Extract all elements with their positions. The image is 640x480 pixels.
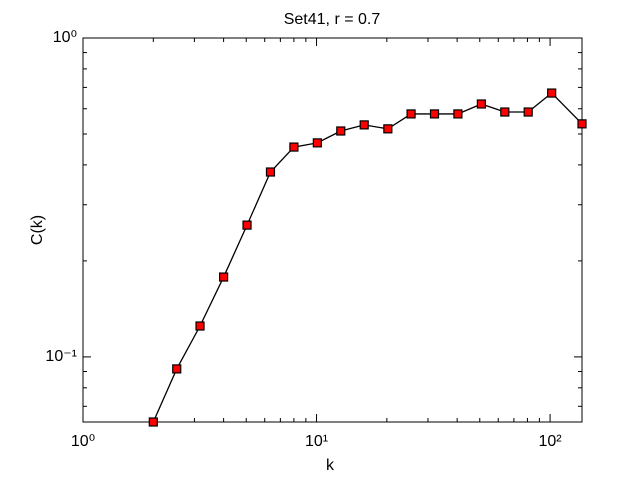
marker (429, 109, 440, 119)
marker (359, 120, 369, 130)
x-tick-label: 10⁰ (71, 433, 95, 450)
marker (577, 119, 587, 129)
marker (219, 272, 229, 282)
marker (336, 126, 346, 136)
marker (148, 417, 158, 427)
marker (500, 107, 510, 117)
x-axis-label: k (326, 457, 335, 474)
x-tick-label: 10¹ (305, 433, 328, 450)
chart-title: Set41, r = 0.7 (284, 11, 381, 28)
marker (289, 142, 299, 152)
plot-area (82, 37, 583, 423)
marker (523, 107, 533, 117)
y-tick-label: 10⁻¹ (45, 348, 77, 365)
marker (195, 321, 205, 331)
y-axis-label: C(k) (29, 215, 46, 245)
marker (547, 88, 557, 98)
x-tick-label: 10² (539, 433, 563, 450)
marker (242, 220, 252, 230)
marker (312, 138, 322, 148)
marker (476, 99, 486, 109)
y-tick-label: 10⁰ (53, 29, 77, 46)
marker (383, 124, 393, 134)
marker (406, 109, 416, 119)
marker (265, 167, 276, 177)
marker (453, 109, 463, 119)
marker (172, 364, 182, 374)
